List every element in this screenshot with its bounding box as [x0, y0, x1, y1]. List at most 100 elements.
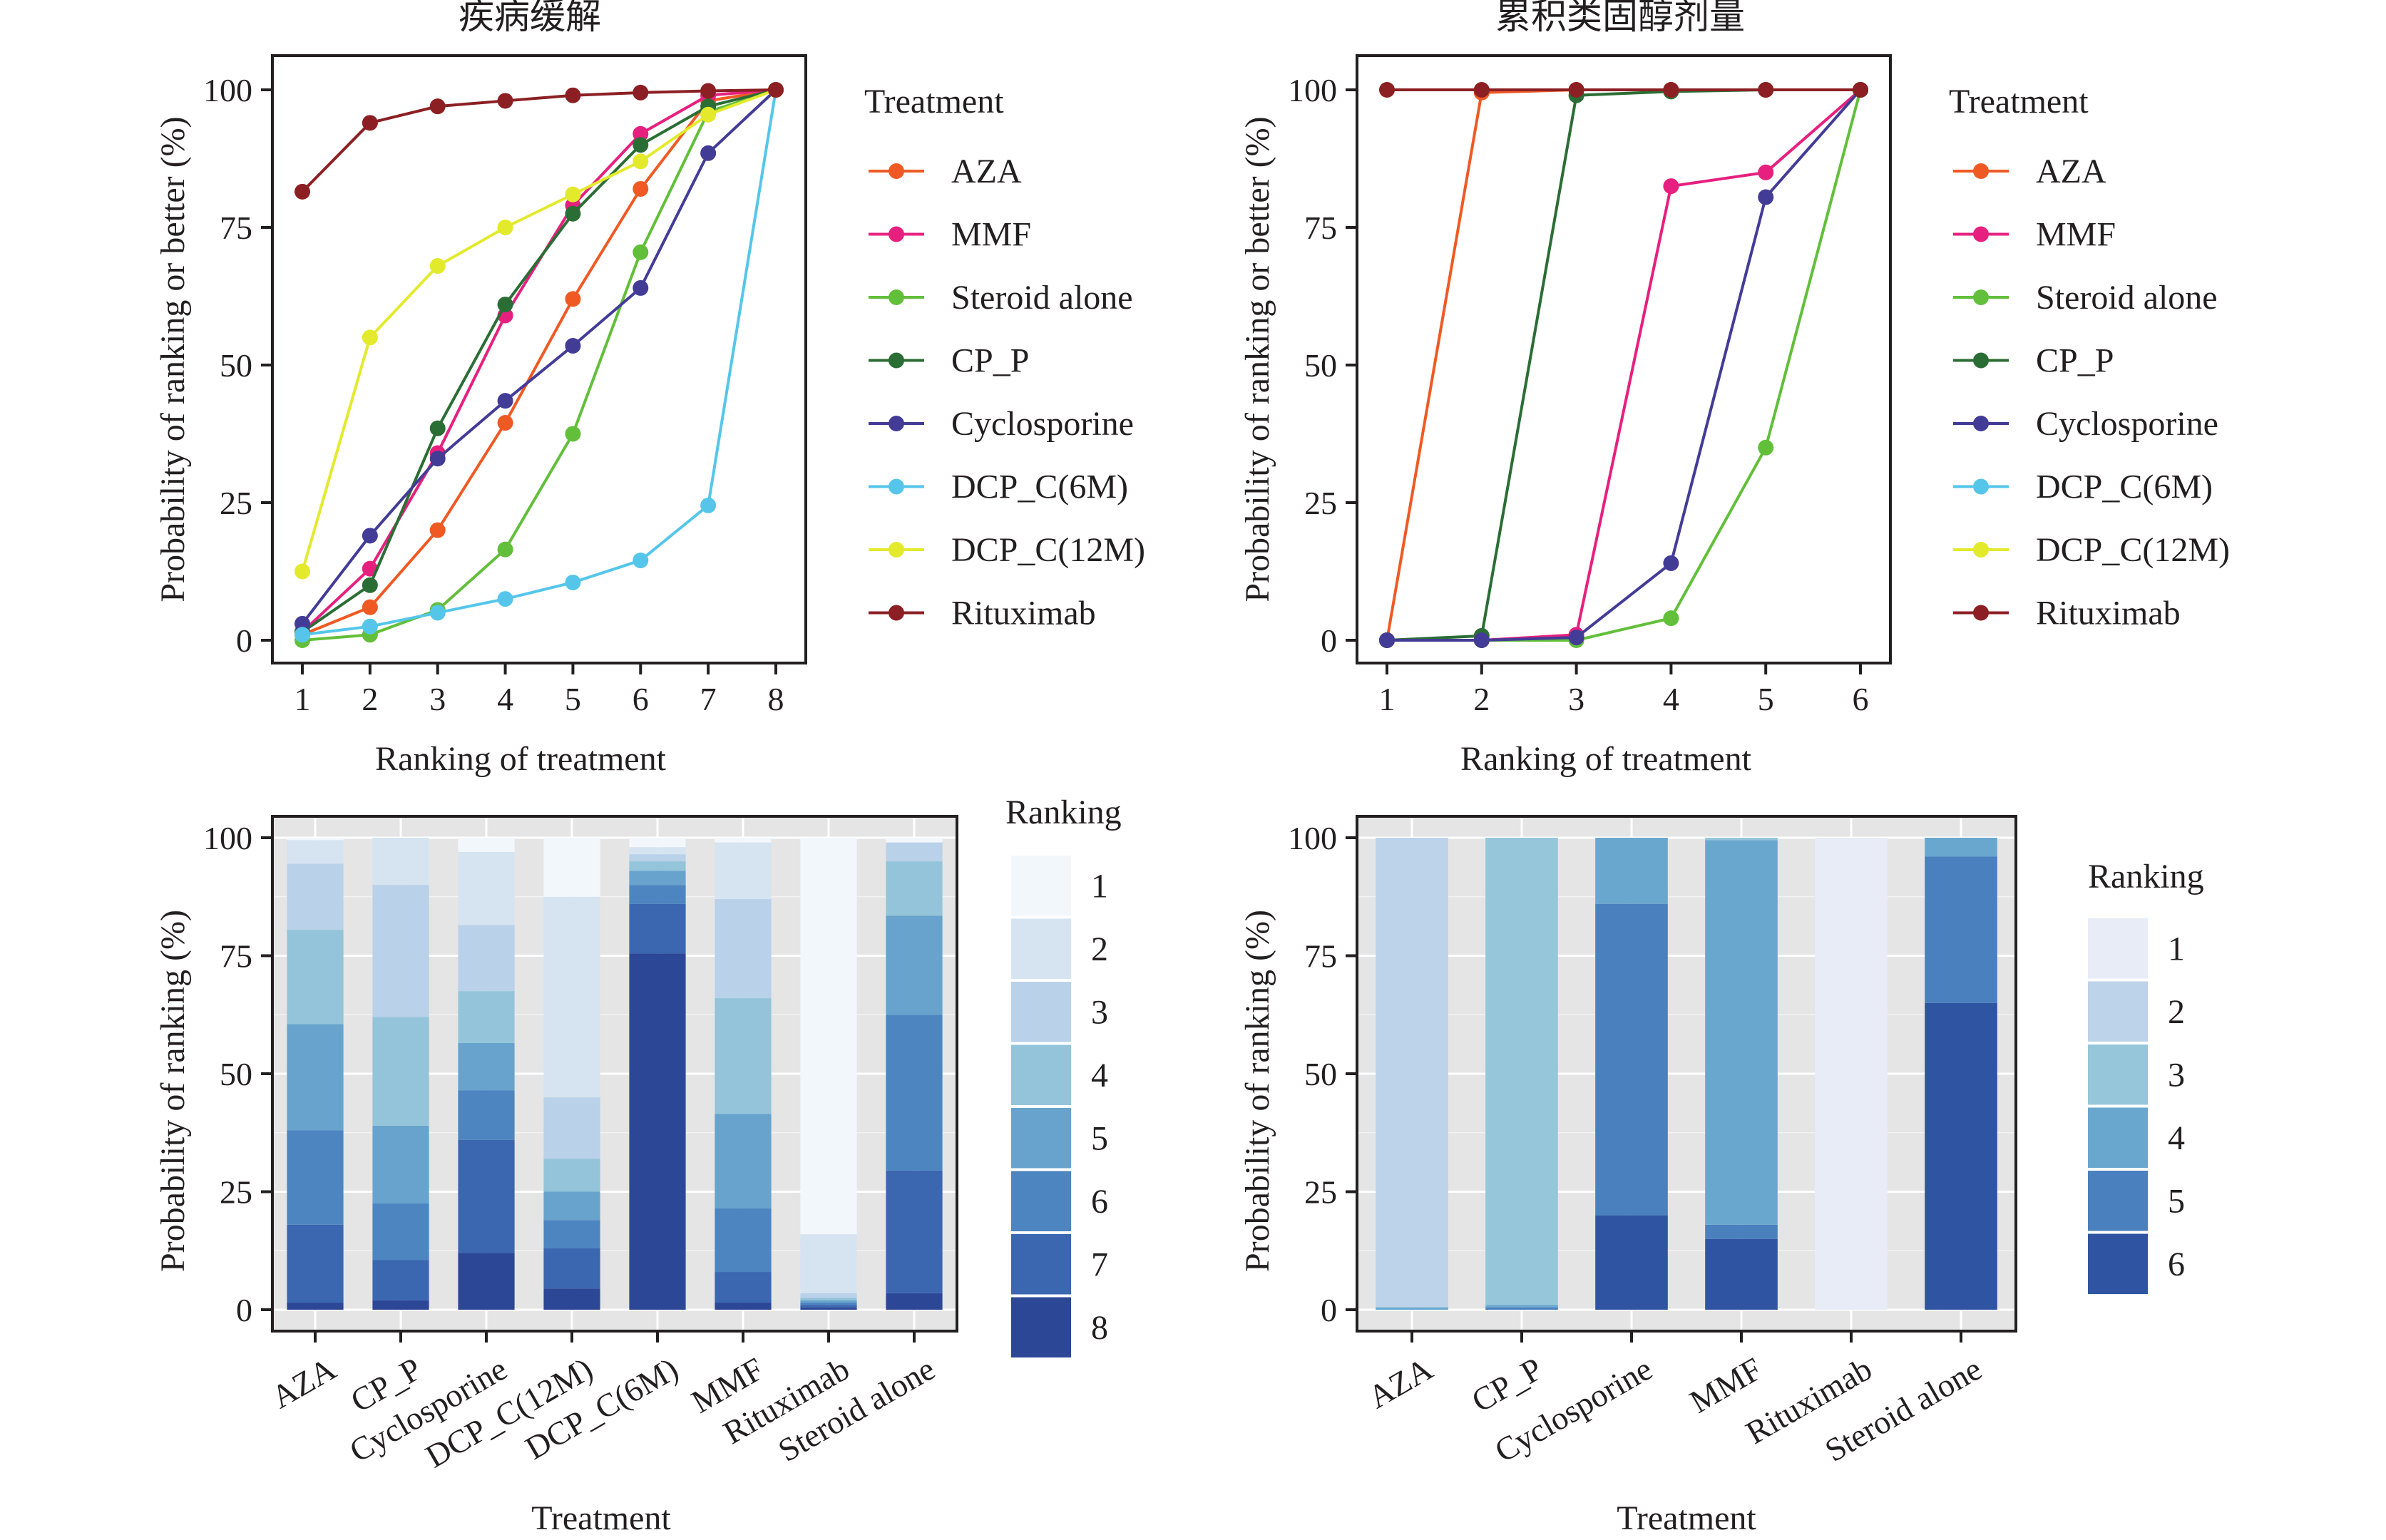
series-cyclosporine: [1379, 82, 1868, 648]
legend-entry-rank-7: 7: [1011, 1234, 1108, 1295]
series-line-rituximab: [301, 88, 777, 193]
legend-color-swatch: [2088, 1233, 2148, 1294]
bar-segment-rank-3: [458, 925, 515, 992]
y-tick-label: 0: [236, 1292, 252, 1328]
data-point-cyclosporine: [633, 279, 649, 296]
bar-segment-rank-2: [800, 1234, 857, 1293]
bar-segment-rank-6: [629, 885, 686, 904]
data-point-cyclosporine: [1758, 189, 1774, 205]
panel-a-legend-title: Treatment: [864, 83, 1004, 120]
bar-stack-cp-p: [1485, 838, 1558, 1310]
series-line-cyclosporine: [1387, 88, 1862, 642]
data-point-rituximab: [1853, 82, 1868, 98]
legend-color-swatch: [2088, 1171, 2148, 1231]
bar-stack-dcp-c-6m: [629, 838, 686, 1310]
y-tick-label: 50: [1304, 347, 1337, 384]
bar-segment-rank-2: [1376, 838, 1448, 1308]
bar-segment-rank-1: [800, 838, 857, 1235]
x-tick-label: 1: [1379, 681, 1396, 717]
bar-segment-rank-3: [886, 842, 943, 862]
bar-segment-rank-2: [287, 840, 344, 864]
bar-segment-rank-7: [543, 1248, 600, 1289]
legend-entry-rank-6: 6: [1011, 1171, 1108, 1231]
bar-segment-rank-7: [886, 1170, 943, 1293]
data-point-aza: [429, 522, 446, 538]
legend-entry-dcp-c-12m: DCP_C(12M): [869, 531, 1145, 569]
data-point-cp-p: [429, 420, 446, 436]
data-point-cyclosporine: [1568, 630, 1584, 646]
y-tick-label: 25: [1304, 485, 1337, 521]
legend-color-swatch: [1011, 982, 1071, 1042]
x-tick-label: 4: [497, 681, 513, 717]
panel-b-legend: Treatment AZA MMF Steroid alone CP_P Cyclosp…: [1949, 83, 2230, 632]
series-line-cyclosporine: [301, 88, 777, 625]
panel-a-legend-entries: AZA MMF Steroid alone CP_P Cyclosporine DCP_C…: [869, 153, 1145, 632]
bar-segment-rank-1: [543, 838, 600, 897]
data-point-cyclosporine: [362, 528, 378, 544]
data-point-dcp-c-12m: [362, 329, 378, 346]
series-line-dcp-c-6m: [302, 89, 777, 637]
legend-marker: [889, 478, 904, 495]
panel-a-x-ticks: 1 2 3 4 5 6 7 8: [295, 663, 784, 717]
bar-segment-rank-5: [372, 1125, 429, 1204]
legend-entry-rank-2: 2: [1011, 918, 1108, 979]
bar-stack-mmf: [1705, 838, 1778, 1310]
legend-entry-rank-5: 5: [2088, 1171, 2185, 1231]
bar-segment-rank-5: [287, 1024, 344, 1131]
legend-marker: [889, 605, 904, 621]
data-point-dcp-c-6m: [429, 605, 446, 621]
panel-b-plot-frame: [1356, 54, 1892, 664]
bar-segment-rank-8: [287, 1303, 344, 1310]
bar-segment-rank-5: [1485, 1307, 1558, 1310]
y-tick-label: 100: [203, 72, 252, 108]
bar-segment-rank-5: [1925, 856, 1997, 1003]
bar-segment-rank-3: [715, 899, 772, 999]
bar-segment-rank-2: [458, 851, 515, 925]
bar-segment-rank-5: [886, 915, 943, 1015]
x-tick-label: CP_P: [1465, 1350, 1548, 1420]
x-tick-label: 2: [1473, 681, 1490, 717]
data-point-rituximab: [565, 87, 581, 103]
legend-entry-rank-3: 3: [2088, 1044, 2185, 1105]
data-point-rituximab: [1379, 82, 1395, 98]
x-tick-label: 6: [1853, 681, 1869, 717]
panel-c-y-ticks: 0 25 50 75 100: [203, 820, 272, 1328]
series-aza: [1379, 82, 1868, 648]
data-point-cyclosporine: [497, 393, 513, 409]
data-point-rituximab: [497, 93, 513, 109]
data-point-dcp-c-12m: [633, 153, 649, 170]
bar-segment-rank-4: [543, 1159, 600, 1192]
bar-segment-rank-3: [800, 1293, 857, 1298]
legend-label: DCP_C(6M): [2036, 468, 2213, 506]
x-tick-label: 6: [633, 681, 649, 717]
bar-segment-rank-1: [458, 838, 515, 852]
bar-stack-dcp-c-12m: [543, 838, 600, 1310]
panel-d-legend-title: Ranking: [2088, 858, 2204, 895]
bar-segment-rank-4: [1376, 1307, 1448, 1310]
data-point-steroid-alone: [1758, 439, 1774, 456]
legend-entry-aza: AZA: [1953, 153, 2106, 190]
data-point-dcp-c-12m: [497, 220, 513, 235]
legend-label: Steroid alone: [951, 279, 1133, 317]
y-tick-label: 0: [1321, 622, 1337, 659]
bar-segment-rank-4: [1485, 1305, 1558, 1308]
legend-label: 3: [1091, 993, 1108, 1031]
legend-label: 6: [2168, 1246, 2185, 1283]
panel-b-title: 累积类固醇剂量: [1495, 0, 1745, 37]
bar-segment-rank-5: [458, 1042, 515, 1091]
bar-segment-rank-5: [715, 1114, 772, 1208]
y-tick-label: 0: [236, 622, 252, 659]
panel-d-bars: [1376, 838, 1997, 1310]
bar-segment-rank-4: [1705, 840, 1778, 1225]
data-point-dcp-c-6m: [633, 553, 649, 569]
panel-c-legend-title: Ranking: [1005, 794, 1122, 831]
legend-label: 7: [1091, 1246, 1108, 1283]
bar-segment-rank-6: [1705, 1238, 1778, 1310]
data-point-dcp-c-12m: [700, 106, 717, 123]
bar-segment-rank-5: [629, 871, 686, 885]
legend-entry-rank-4: 4: [1011, 1044, 1108, 1105]
bar-segment-rank-4: [715, 998, 772, 1114]
